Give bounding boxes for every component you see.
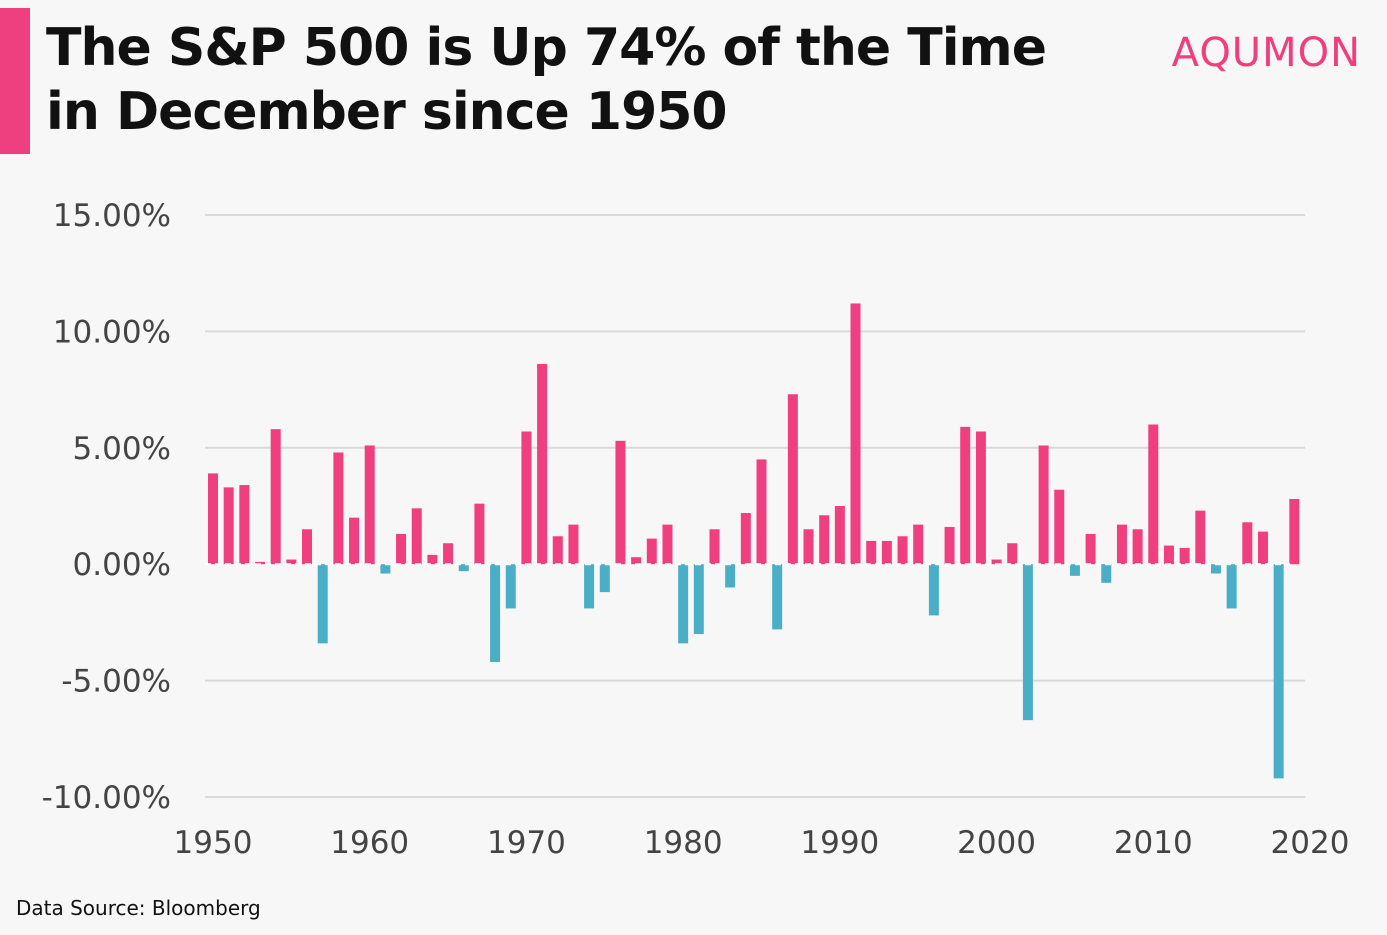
bar-1987 <box>787 394 798 565</box>
x-tick-label: 2020 <box>1271 825 1350 861</box>
bar-1954 <box>270 429 281 565</box>
bar-2015 <box>1226 564 1237 609</box>
bar-1968 <box>490 564 501 662</box>
bar-1993 <box>881 540 892 565</box>
bar-2019 <box>1289 499 1300 565</box>
bar-2016 <box>1242 522 1253 565</box>
bar-2018 <box>1273 564 1284 779</box>
bar-2003 <box>1038 445 1049 565</box>
bar-1971 <box>537 363 548 565</box>
bar-1994 <box>897 536 908 565</box>
accent-bar <box>0 8 30 154</box>
grid-lines <box>205 214 1305 798</box>
bar-1998 <box>960 426 971 565</box>
bar-1959 <box>349 517 360 565</box>
bar-2002 <box>1022 564 1033 721</box>
bar-1965 <box>443 543 454 565</box>
bar-2000 <box>991 559 1002 565</box>
bar-1980 <box>678 564 689 644</box>
bar-2006 <box>1085 533 1096 565</box>
bar-1992 <box>866 540 877 565</box>
bars <box>208 303 1300 779</box>
x-tick-label: 1960 <box>330 825 409 861</box>
x-tick-label: 2000 <box>957 825 1036 861</box>
bar-1963 <box>411 508 422 565</box>
bar-1977 <box>631 557 642 565</box>
bar-2010 <box>1148 424 1159 565</box>
bar-2007 <box>1101 564 1112 583</box>
bar-2004 <box>1054 489 1065 565</box>
y-tick-label: 15.00% <box>53 198 171 234</box>
bar-1958 <box>333 452 344 565</box>
bar-1978 <box>646 538 657 565</box>
bar-1950 <box>208 473 218 565</box>
bar-1966 <box>458 564 469 572</box>
bar-1951 <box>223 487 234 565</box>
bar-2014 <box>1210 564 1221 574</box>
bar-2012 <box>1179 547 1190 565</box>
bar-1982 <box>709 529 720 565</box>
y-tick-label: 5.00% <box>73 431 171 467</box>
bar-1956 <box>302 529 313 565</box>
bar-1964 <box>427 554 438 565</box>
bar-1995 <box>913 524 924 565</box>
bar-1983 <box>725 564 736 588</box>
bar-1986 <box>772 564 783 630</box>
bar-2001 <box>1007 543 1018 565</box>
x-axis: 1950 1960 1970 1980 1990 2000 2010 2020 <box>174 825 1350 861</box>
y-tick-label: -5.00% <box>61 664 171 700</box>
bar-2008 <box>1116 524 1127 565</box>
bar-1996 <box>928 564 939 616</box>
bar-1988 <box>803 529 814 565</box>
brand-logo: AQUMON <box>1171 30 1361 76</box>
bar-1997 <box>944 526 955 565</box>
bar-1976 <box>615 440 626 565</box>
bar-1990 <box>834 506 845 565</box>
bar-1967 <box>474 503 485 565</box>
y-tick-label: -10.00% <box>42 780 171 816</box>
bar-1957 <box>317 564 328 644</box>
bar-1961 <box>380 564 391 574</box>
bar-2009 <box>1132 529 1143 565</box>
y-tick-label: 10.00% <box>53 314 171 350</box>
y-tick-label: 0.00% <box>73 547 171 583</box>
bar-1972 <box>552 536 563 565</box>
bar-1955 <box>286 559 297 565</box>
x-tick-label: 1980 <box>644 825 723 861</box>
bar-1960 <box>364 445 375 565</box>
bar-1991 <box>850 303 861 565</box>
chart-title: The S&P 500 is Up 74% of the Time in Dec… <box>46 18 1047 142</box>
bar-2005 <box>1069 564 1080 576</box>
bar-1952 <box>239 485 250 565</box>
bar-2013 <box>1195 510 1206 565</box>
bar-1981 <box>693 564 704 635</box>
data-source: Data Source: Bloomberg <box>16 896 261 920</box>
bar-1953 <box>255 561 266 565</box>
y-axis: 15.00% 10.00% 5.00% 0.00% -5.00% -10.00% <box>42 198 171 816</box>
bar-1970 <box>521 431 532 565</box>
x-tick-label: 1990 <box>800 825 879 861</box>
x-tick-label: 2010 <box>1114 825 1193 861</box>
bar-1962 <box>396 533 407 565</box>
bar-1975 <box>599 564 610 593</box>
bar-1969 <box>505 564 516 609</box>
bar-1985 <box>756 459 767 565</box>
x-tick-label: 1950 <box>174 825 253 861</box>
bar-2011 <box>1163 545 1174 565</box>
bar-1979 <box>662 524 673 565</box>
bar-1984 <box>740 512 751 565</box>
bar-2017 <box>1257 531 1268 565</box>
x-tick-label: 1970 <box>487 825 566 861</box>
bar-1999 <box>975 431 986 565</box>
bar-1973 <box>568 524 579 565</box>
bar-1974 <box>584 564 595 609</box>
bar-1989 <box>819 515 830 565</box>
